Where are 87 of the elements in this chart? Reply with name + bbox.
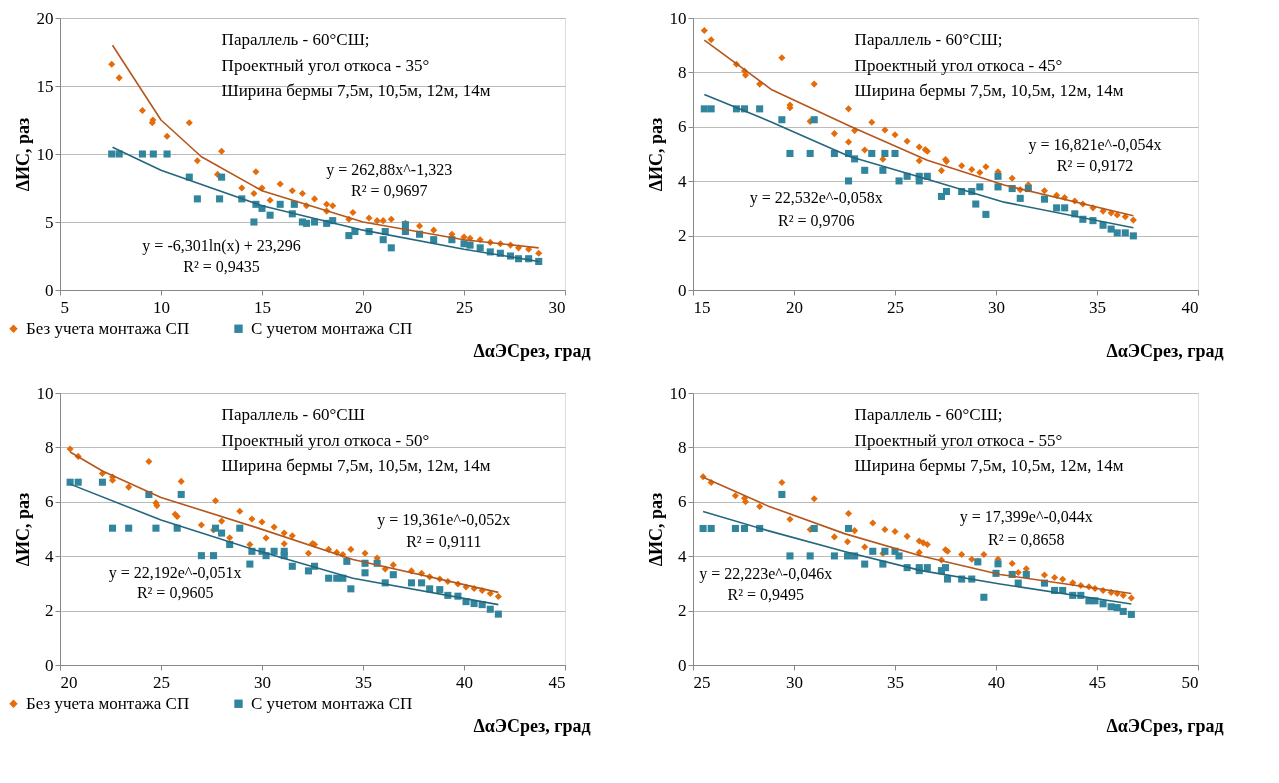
x-tick-label: 20 (786, 297, 803, 317)
annotation: R² = 0,9495 (727, 586, 804, 604)
x-tick-label: 50 (1181, 672, 1199, 692)
y-tick-label: 2 (678, 226, 687, 246)
annotation: Ширина бермы 7,5м, 10,5м, 12м, 14м (221, 81, 491, 101)
legend-label: Без учета монтажа СП (26, 318, 190, 338)
y-tick-label: 10 (36, 383, 54, 403)
annotation: Проектный угол откоса - 55° (854, 430, 1063, 450)
x-tick-label: 20 (60, 672, 78, 692)
legend-label: С учетом монтажа СП (251, 318, 413, 338)
x-tick-label: 15 (254, 297, 271, 317)
annotation: y = 19,361e^-0,052x (377, 511, 511, 530)
y-tick-label: 8 (45, 437, 54, 457)
annotation: R² = 0,9172 (1056, 156, 1134, 174)
y-tick-label: 6 (678, 492, 687, 512)
y-tick-label: 6 (45, 492, 54, 512)
legend-label: Без учета монтажа СП (26, 693, 190, 713)
annotation: Параллель - 60°СШ; (854, 29, 1003, 49)
x-tick-label: 15 (693, 297, 711, 317)
x-tick-label: 40 (1181, 297, 1199, 317)
annotation: y = 22,223e^-0,046x (699, 565, 833, 584)
x-tick-label: 10 (153, 297, 170, 317)
annotation: Проектный угол откоса - 35° (221, 55, 430, 75)
x-tick-label: 45 (1089, 672, 1106, 692)
annotation: Параллель - 60°СШ; (854, 404, 1003, 424)
annotation: Параллель - 60°СШ (221, 404, 365, 424)
annotation: Проектный угол откоса - 45° (854, 55, 1063, 75)
x-tick-label: 25 (456, 297, 473, 317)
y-axis-title: ΔИС, раз (12, 492, 33, 567)
y-tick-label: 4 (45, 546, 54, 566)
y-tick-label: 8 (678, 437, 687, 457)
x-axis-title: ΔαЭСрез, град (1106, 715, 1224, 736)
y-tick-label: 2 (678, 601, 687, 621)
x-tick-label: 5 (60, 297, 69, 317)
y-tick-label: 0 (678, 655, 687, 675)
x-tick-label: 35 (887, 672, 904, 692)
x-axis-title: ΔαЭСрез, град (1106, 340, 1224, 361)
x-tick-label: 35 (355, 672, 372, 692)
x-tick-label: 40 (988, 672, 1005, 692)
y-axis-title: ΔИС, раз (645, 492, 666, 567)
y-tick-label: 10 (669, 383, 687, 403)
legend-label: С учетом монтажа СП (251, 693, 413, 713)
annotation: Ширина бермы 7,5м, 10,5м, 12м, 14м (221, 456, 491, 476)
y-tick-label: 2 (45, 601, 54, 621)
y-tick-label: 4 (678, 171, 687, 191)
y-tick-label: 15 (36, 76, 54, 96)
annotation: Проектный угол откоса - 50° (221, 430, 430, 450)
x-tick-label: 30 (254, 672, 271, 692)
y-tick-label: 10 (669, 8, 687, 28)
y-axis-title: ΔИС, раз (645, 117, 666, 192)
x-tick-label: 25 (887, 297, 904, 317)
x-tick-label: 20 (355, 297, 372, 317)
annotation: Параллель - 60°СШ; (221, 29, 370, 49)
annotation: y = 16,821e^-0,054x (1028, 136, 1162, 155)
annotation: y = 22,532e^-0,058x (749, 189, 883, 208)
y-tick-label: 8 (678, 62, 687, 82)
x-tick-label: 30 (548, 297, 566, 317)
x-tick-label: 40 (456, 672, 473, 692)
x-tick-label: 45 (548, 672, 566, 692)
annotation: R² = 0,9697 (351, 181, 428, 199)
y-tick-label: 6 (678, 117, 687, 137)
annotation: R² = 0,9605 (136, 584, 214, 602)
annotation: R² = 0,9435 (183, 257, 260, 275)
annotation: y = 17,399e^-0,044x (959, 508, 1093, 527)
y-tick-label: 0 (678, 280, 687, 300)
x-tick-label: 35 (1089, 297, 1106, 317)
y-tick-label: 0 (45, 655, 54, 675)
y-tick-label: 10 (36, 144, 54, 164)
annotation: Ширина бермы 7,5м, 10,5м, 12м, 14м (854, 456, 1124, 476)
x-axis-title: ΔαЭСрез, град (473, 340, 591, 361)
y-tick-label: 5 (45, 212, 54, 232)
y-axis-title: ΔИС, раз (12, 117, 33, 192)
y-tick-label: 0 (45, 280, 54, 300)
annotation: y = 22,192e^-0,051x (108, 563, 242, 582)
x-tick-label: 25 (693, 672, 711, 692)
x-axis-title: ΔαЭСрез, град (473, 715, 591, 736)
x-tick-label: 30 (988, 297, 1005, 317)
annotation: Ширина бермы 7,5м, 10,5м, 12м, 14м (854, 81, 1124, 101)
annotation: y = 262,88x^-1,323 (326, 161, 453, 180)
annotation: R² = 0,9706 (777, 212, 855, 230)
x-tick-label: 25 (153, 672, 170, 692)
x-tick-label: 30 (786, 672, 803, 692)
y-tick-label: 4 (678, 546, 687, 566)
annotation: R² = 0,9111 (406, 532, 482, 550)
annotation: y = -6,301ln(x) + 23,296 (142, 237, 301, 256)
y-tick-label: 20 (36, 8, 54, 28)
annotation: R² = 0,8658 (988, 531, 1065, 549)
